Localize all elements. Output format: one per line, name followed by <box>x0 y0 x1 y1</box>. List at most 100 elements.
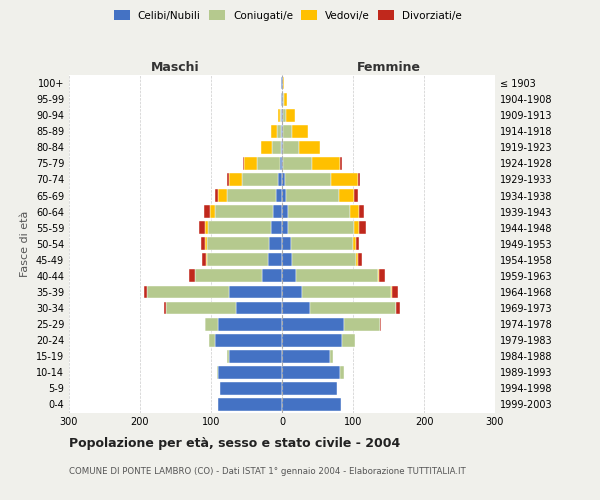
Bar <box>164 302 166 314</box>
Bar <box>218 398 282 411</box>
Bar <box>282 92 283 106</box>
Bar <box>194 270 262 282</box>
Bar <box>277 189 282 202</box>
Bar <box>302 286 391 298</box>
Bar <box>282 286 302 298</box>
Bar <box>244 157 257 170</box>
Bar <box>395 302 397 314</box>
Bar <box>378 270 379 282</box>
Bar <box>218 318 282 330</box>
Bar <box>282 76 283 90</box>
Bar <box>282 238 290 250</box>
Bar <box>358 254 362 266</box>
Bar <box>281 108 282 122</box>
Bar <box>262 270 282 282</box>
Bar <box>274 205 282 218</box>
Bar <box>229 286 282 298</box>
Bar <box>283 76 284 90</box>
Bar <box>206 254 208 266</box>
Bar <box>282 382 337 395</box>
Bar <box>166 302 236 314</box>
Bar <box>189 270 194 282</box>
Bar <box>143 286 147 298</box>
Bar <box>209 205 215 218</box>
Bar <box>229 350 282 362</box>
Bar <box>379 270 385 282</box>
Bar <box>281 92 282 106</box>
Bar <box>281 141 282 154</box>
Bar <box>282 205 287 218</box>
Bar <box>209 334 215 346</box>
Bar <box>202 254 206 266</box>
Bar <box>278 108 280 122</box>
Bar <box>204 205 209 218</box>
Bar <box>354 221 359 234</box>
Bar <box>330 350 333 362</box>
Bar <box>208 254 268 266</box>
Bar <box>218 366 282 379</box>
Bar <box>282 157 283 170</box>
Bar <box>271 125 277 138</box>
Text: Popolazione per età, sesso e stato civile - 2004: Popolazione per età, sesso e stato civil… <box>69 438 400 450</box>
Bar <box>281 76 282 90</box>
Bar <box>284 92 287 106</box>
Bar <box>269 238 282 250</box>
Bar <box>236 302 282 314</box>
Bar <box>282 366 340 379</box>
Bar <box>299 141 320 154</box>
Legend: Celibi/Nubili, Coniugati/e, Vedovi/e, Divorziati/e: Celibi/Nubili, Coniugati/e, Vedovi/e, Di… <box>110 6 466 25</box>
Bar <box>282 221 289 234</box>
Bar <box>356 254 358 266</box>
Bar <box>271 221 282 234</box>
Bar <box>282 108 283 122</box>
Bar <box>282 334 343 346</box>
Bar <box>397 302 400 314</box>
Bar <box>290 238 353 250</box>
Bar <box>292 254 356 266</box>
Bar <box>282 141 283 154</box>
Bar <box>359 221 367 234</box>
Bar <box>282 350 330 362</box>
Bar <box>353 238 356 250</box>
Bar <box>262 141 272 154</box>
Bar <box>283 157 312 170</box>
Bar <box>277 125 281 138</box>
Bar <box>380 318 382 330</box>
Bar <box>220 382 282 395</box>
Bar <box>282 254 292 266</box>
Bar <box>339 189 355 202</box>
Y-axis label: Fasce di età: Fasce di età <box>20 210 30 277</box>
Bar <box>147 286 229 298</box>
Bar <box>268 254 282 266</box>
Bar <box>340 366 344 379</box>
Bar <box>215 189 218 202</box>
Bar <box>340 157 341 170</box>
Bar <box>242 173 278 186</box>
Bar <box>208 221 271 234</box>
Bar <box>282 270 296 282</box>
Bar <box>229 173 242 186</box>
Bar <box>217 366 218 379</box>
Bar <box>278 173 282 186</box>
Text: Maschi: Maschi <box>151 61 200 74</box>
Bar <box>331 173 358 186</box>
Bar <box>282 318 344 330</box>
Bar <box>282 398 341 411</box>
Text: Femmine: Femmine <box>356 61 421 74</box>
Bar <box>282 302 310 314</box>
Bar <box>282 173 285 186</box>
Bar <box>227 173 229 186</box>
Bar <box>215 205 274 218</box>
Bar <box>286 189 339 202</box>
Bar <box>283 92 284 106</box>
Bar <box>296 270 378 282</box>
Bar <box>205 318 218 330</box>
Bar <box>282 189 286 202</box>
Bar <box>310 302 395 314</box>
Bar <box>227 350 229 362</box>
Bar <box>205 221 208 234</box>
Bar <box>227 189 277 202</box>
Bar <box>286 108 295 122</box>
Bar <box>280 108 281 122</box>
Bar <box>282 125 283 138</box>
